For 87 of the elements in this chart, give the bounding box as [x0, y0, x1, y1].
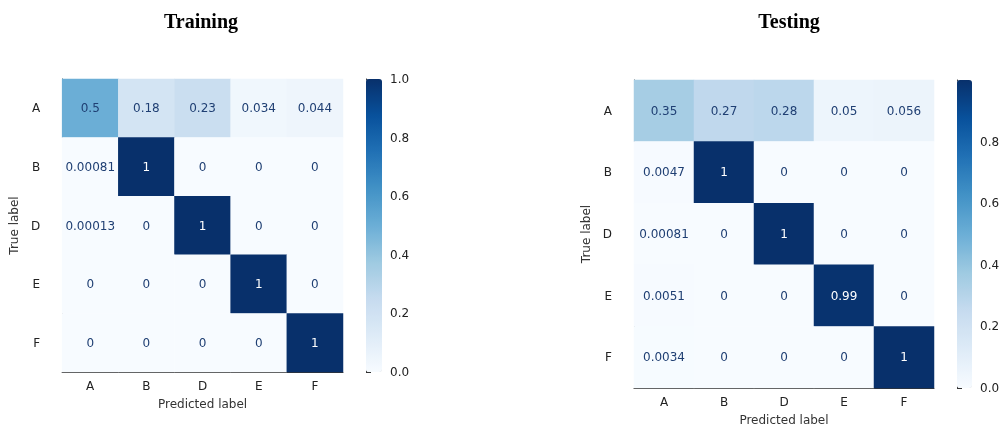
data-label: 0.23: [189, 101, 216, 116]
y-tick-label: F: [605, 350, 613, 365]
color-bar-label: 0.2: [390, 306, 410, 321]
x-tick-label: E: [840, 395, 848, 409]
data-label: 0.05: [830, 103, 858, 118]
color-bar-label: 0.2: [980, 319, 1000, 334]
data-label: 0: [780, 288, 788, 303]
color-bar-label: 0.6: [390, 189, 410, 204]
data-label: 0.0051: [643, 288, 685, 303]
data-label: 0.28: [770, 103, 798, 118]
data-label: 0: [840, 165, 848, 180]
color-bar-label: 0.8: [390, 130, 410, 145]
data-label: 0.056: [886, 103, 922, 118]
x-tick-label: F: [311, 379, 319, 393]
data-label: 0: [780, 350, 788, 365]
x-tick-label: A: [86, 379, 96, 393]
y-axis-title: True label: [7, 196, 21, 256]
data-label: 0: [142, 335, 151, 350]
chart-title: Training: [163, 10, 239, 33]
data-label: 0.0047: [643, 165, 685, 180]
data-label: 0.99: [830, 288, 858, 303]
data-label: 0: [311, 159, 319, 174]
y-tick-label: E: [604, 288, 612, 303]
y-tick-label: B: [603, 165, 612, 180]
x-axis-title: Predicted label: [157, 397, 248, 411]
data-label: 0.27: [710, 103, 738, 118]
data-label: 1: [254, 277, 263, 292]
color-bar-label: 0.0: [980, 381, 1000, 395]
color-bar-label: 1.0: [390, 72, 410, 86]
data-label: 0.00013: [65, 218, 116, 233]
data-label: 0: [900, 165, 908, 180]
color-bar-label: 0.0: [390, 365, 410, 379]
data-label: 0: [311, 277, 319, 292]
data-label: 0.00081: [639, 227, 689, 241]
color-bar-label: 0.4: [980, 257, 1000, 272]
x-tick-label: D: [779, 395, 789, 409]
data-label: 0: [86, 277, 95, 292]
data-label: 0: [720, 350, 728, 365]
data-label: 0: [198, 277, 207, 292]
data-label: 0.5: [80, 101, 100, 116]
data-label: 0: [254, 218, 263, 233]
chart-title: Testing: [758, 10, 820, 33]
data-label: 0: [254, 159, 263, 174]
x-tick-label: A: [659, 395, 669, 409]
data-label: 0.044: [297, 101, 333, 116]
x-tick-label: E: [254, 379, 263, 393]
data-label: 0.00081: [65, 159, 116, 174]
data-label: 0.0034: [643, 350, 685, 365]
color-bar-label: 0.6: [980, 196, 1000, 211]
y-tick-label: B: [31, 159, 41, 174]
y-axis-title: True label: [578, 204, 593, 265]
data-label: 0.034: [241, 101, 276, 116]
y-tick-label: D: [602, 227, 612, 241]
color-bar-label: 0.8: [980, 134, 1000, 149]
y-tick-label: E: [32, 277, 41, 292]
data-label: 1: [720, 165, 728, 180]
data-label: 1: [198, 218, 207, 233]
data-label: 0.35: [650, 103, 678, 118]
data-label: 1: [780, 227, 788, 241]
y-tick-label: A: [31, 101, 41, 116]
x-axis-title: Predicted label: [739, 413, 829, 427]
data-label: 0: [198, 335, 207, 350]
data-label: 0: [720, 227, 728, 241]
data-label: 1: [900, 350, 908, 365]
y-tick-label: A: [603, 103, 613, 118]
data-label: 1: [311, 335, 319, 350]
y-tick-label: F: [33, 335, 41, 350]
x-tick-label: D: [197, 379, 208, 393]
data-label: 0: [840, 227, 848, 241]
data-label: 0: [198, 159, 207, 174]
data-label: 0: [254, 335, 263, 350]
x-tick-label: B: [142, 379, 151, 393]
data-label: 0: [720, 288, 728, 303]
data-label: 0: [311, 218, 319, 233]
data-label: 1: [142, 159, 151, 174]
y-tick-label: D: [30, 218, 41, 233]
data-label: 0: [840, 350, 848, 365]
x-tick-label: B: [719, 395, 729, 409]
color-bar-label: 0.4: [390, 247, 410, 262]
data-label: 0: [780, 165, 788, 180]
x-tick-label: F: [900, 395, 908, 409]
data-label: 0: [900, 288, 908, 303]
data-label: 0: [900, 227, 908, 241]
data-label: 0: [86, 335, 95, 350]
data-label: 0: [142, 277, 151, 292]
data-label: 0.18: [133, 101, 160, 116]
data-label: 0: [142, 218, 151, 233]
